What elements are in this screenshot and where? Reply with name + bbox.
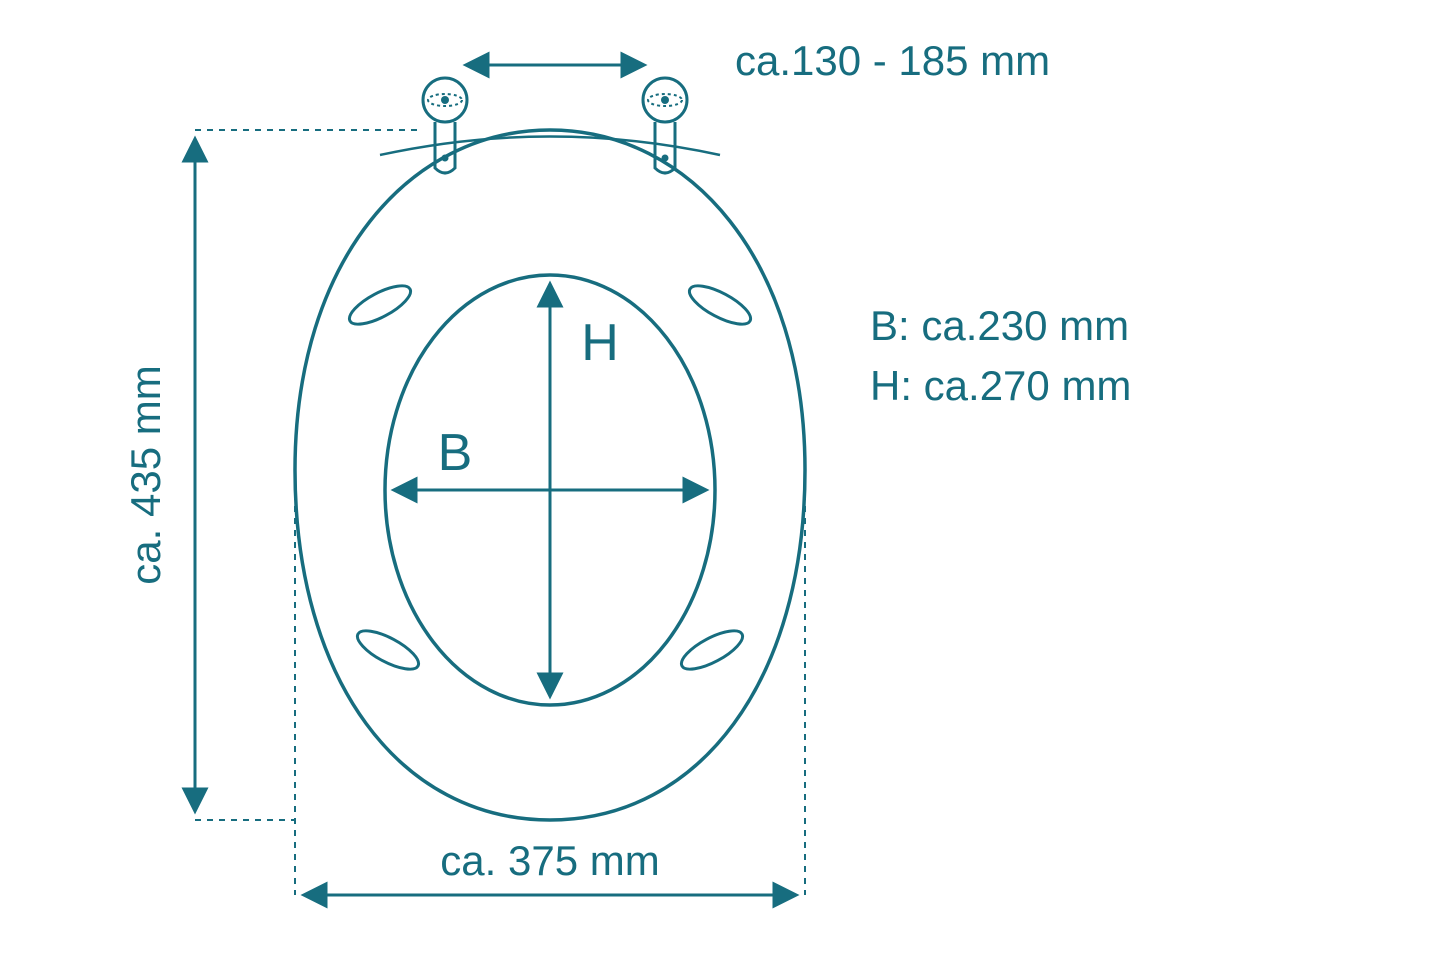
dim-inner-h-letter: H — [581, 314, 619, 372]
label-inner-h-value: H: ca.270 mm — [870, 362, 1131, 409]
label-inner-b-value: B: ca.230 mm — [870, 302, 1129, 349]
dim-width-label: ca. 375 mm — [440, 837, 659, 884]
hinge-left — [423, 78, 467, 173]
hinge-right — [643, 78, 687, 173]
bumper-top-left — [344, 278, 415, 331]
dim-height-label: ca. 435 mm — [122, 365, 169, 584]
bumper-top-right — [684, 278, 755, 331]
bumper-bottom-right — [676, 623, 747, 676]
dim-inner-b-letter: B — [438, 424, 473, 482]
seat-top-edge — [380, 137, 720, 156]
bumper-bottom-left — [352, 623, 423, 676]
dim-hinge-spacing-label: ca.130 - 185 mm — [735, 37, 1050, 84]
toilet-seat-dimension-diagram: ca.130 - 185 mm ca. 435 mm ca. 375 mm B … — [0, 0, 1445, 963]
